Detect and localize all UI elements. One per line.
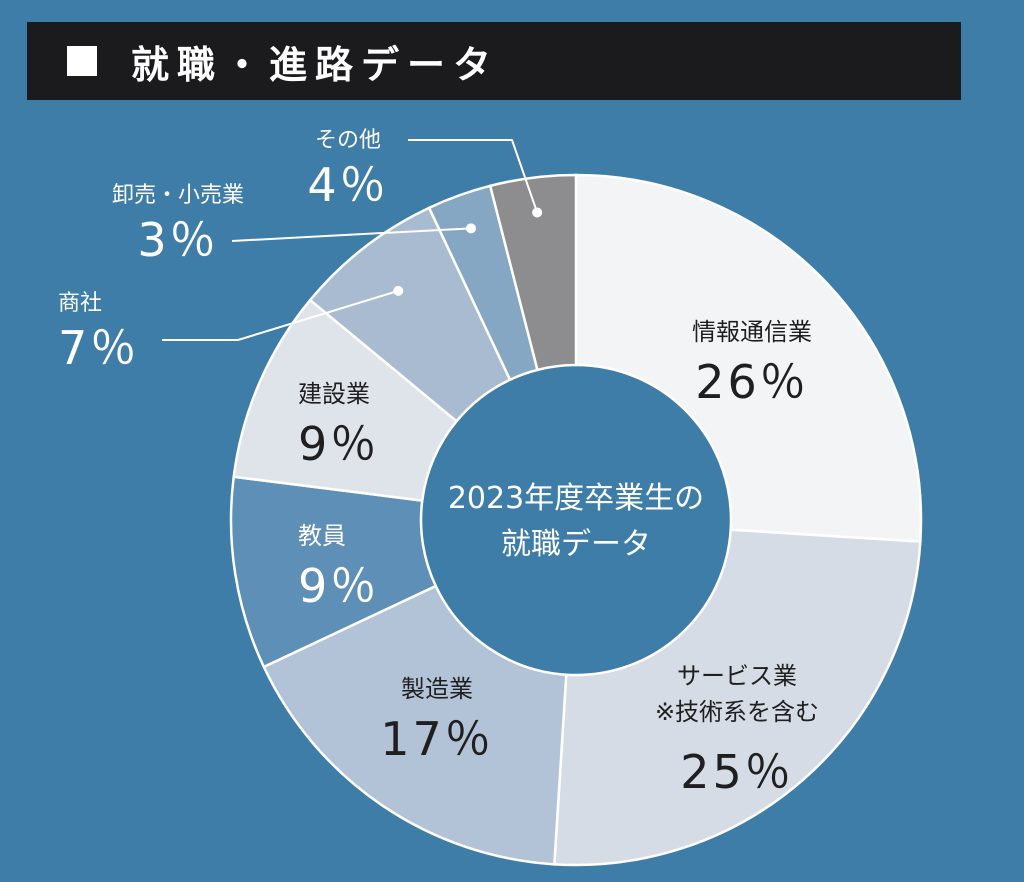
slice-name: 建設業 <box>298 380 370 408</box>
slice-value: 26％ <box>695 355 809 409</box>
slice-label-1: サービス業 ※技術系を含む 25％ <box>655 662 819 799</box>
slice-value: 9％ <box>298 417 379 471</box>
slice-1 <box>553 528 922 867</box>
slice-label-6: 卸売・小売業 3％ <box>112 183 244 267</box>
slice-value: 7％ <box>58 321 139 375</box>
slice-name: 卸売・小売業 <box>112 183 244 208</box>
slice-7 <box>488 173 578 372</box>
slice-label-0: 情報通信業 26％ <box>692 318 812 409</box>
slice-value: 17％ <box>380 712 494 766</box>
title-bar: 就職・進路データ <box>27 22 961 100</box>
leader-line-5 <box>162 285 404 341</box>
slice-label-3: 教員 9％ <box>298 522 379 613</box>
slice-value: 4％ <box>307 158 388 212</box>
slice-label-5: 商社 7％ <box>58 291 139 375</box>
slice-value: 9％ <box>298 559 379 613</box>
slice-name: その他 <box>315 128 381 153</box>
slice-label-2: 製造業 17％ <box>380 675 494 766</box>
page-title: 就職・進路データ <box>131 42 500 87</box>
slice-note: ※技術系を含む <box>655 698 819 726</box>
leader-line-7 <box>408 139 543 218</box>
slice-name: 商社 <box>58 291 102 316</box>
slice-value: 3％ <box>137 213 218 267</box>
slice-label-7: その他 4％ <box>307 128 388 212</box>
slice-0 <box>574 173 923 543</box>
slice-name: 情報通信業 <box>692 318 812 346</box>
slice-name: サービス業 <box>677 662 797 690</box>
center-label-line: 2023年度卒業生の <box>448 481 704 516</box>
leader-line-6 <box>231 223 476 242</box>
slice-value: 25％ <box>680 745 794 799</box>
slice-label-4: 建設業 9％ <box>298 380 379 471</box>
slice-2 <box>262 584 568 866</box>
square-icon <box>67 46 97 76</box>
slice-name: 教員 <box>298 522 346 550</box>
center-label-line: 就職データ <box>501 527 651 562</box>
slice-name: 製造業 <box>401 675 473 703</box>
